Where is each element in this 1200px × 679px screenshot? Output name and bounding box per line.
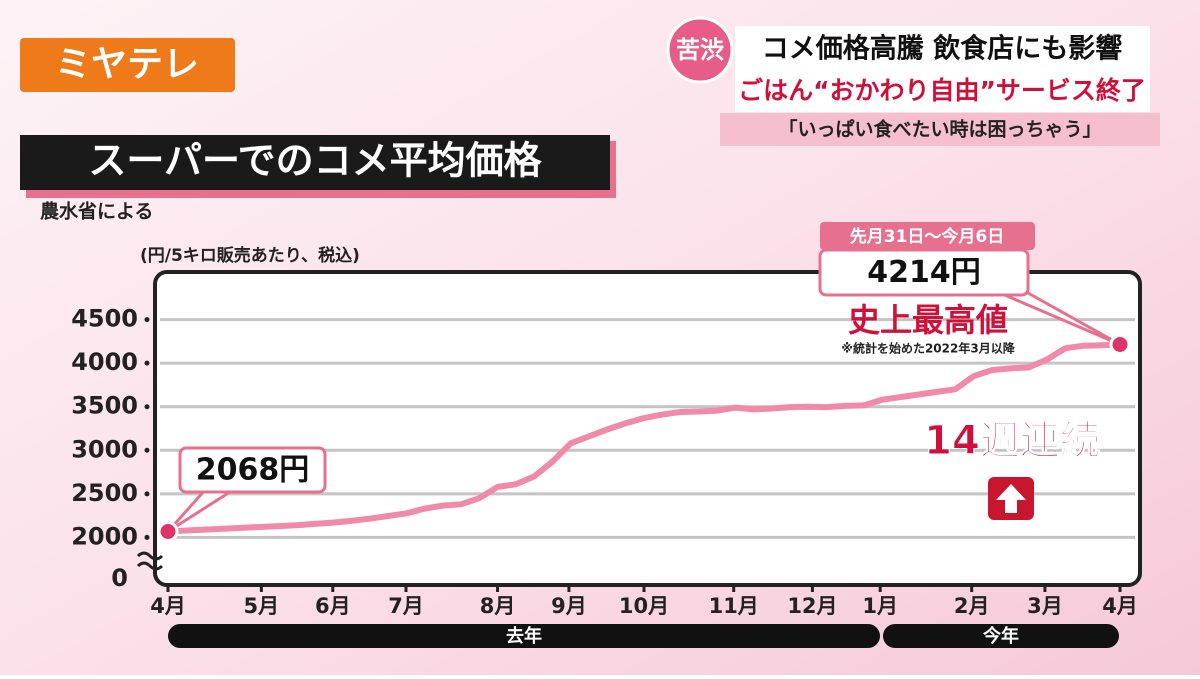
y-tick-dot xyxy=(144,404,150,410)
period-tab xyxy=(820,222,1035,250)
x-tick-label: 7月 xyxy=(388,594,424,618)
headline-box xyxy=(735,26,1150,72)
streak-label: 14週連続 xyxy=(924,418,1100,464)
chart-title: スーパーでのコメ平均価格 xyxy=(88,139,542,183)
plot-frame xyxy=(153,270,1142,587)
source: 農水省による xyxy=(40,201,153,223)
y-tick-dot xyxy=(144,317,150,323)
up-arrow xyxy=(996,484,1026,513)
y-tick-label: 4500 xyxy=(71,305,138,333)
y-tick-dot xyxy=(144,491,150,497)
subheadline-box xyxy=(735,72,1150,112)
end-point xyxy=(1109,333,1131,355)
logo-box xyxy=(20,38,235,92)
x-tick-label: 11月 xyxy=(709,594,759,618)
badge-circle xyxy=(666,16,734,84)
unit: (円/5キロ販売あたり、税込) xyxy=(140,245,360,266)
period-label: 去年 xyxy=(506,625,542,647)
x-tick-label: 12月 xyxy=(787,594,837,618)
x-tick-label: 8月 xyxy=(480,594,516,618)
x-tick-label: 4月 xyxy=(150,594,186,618)
y-tick-label: 2000 xyxy=(71,522,138,550)
end-point xyxy=(157,521,179,543)
x-tick-label: 10月 xyxy=(619,594,669,618)
y-tick-dot xyxy=(144,534,150,540)
value-label: 2068円 xyxy=(196,453,310,488)
x-tick-label: 5月 xyxy=(244,594,280,618)
y-tick-label: 2500 xyxy=(71,479,138,507)
quote: 「いっぱい食べたい時は困っちゃう」 xyxy=(778,118,1101,141)
x-tick-label: 9月 xyxy=(551,594,587,618)
headline: コメ価格高騰 飲食店にも影響 xyxy=(762,33,1122,65)
price-line xyxy=(167,341,1121,535)
y-tick-label: 3000 xyxy=(71,435,138,463)
badge: 苦渋 xyxy=(676,36,724,64)
y-tick-dot xyxy=(144,447,150,453)
x-tick-label: 6月 xyxy=(315,594,351,618)
logo: ミヤテレ xyxy=(55,44,199,85)
record-label: 史上最高値 xyxy=(848,301,1008,339)
record-note: ※統計を始めた2022年3月以降 xyxy=(841,341,1015,356)
period-bar xyxy=(883,624,1119,648)
period-label: 今年 xyxy=(983,625,1019,647)
y-tick-label: 4000 xyxy=(71,348,138,376)
y-origin-label: 0 xyxy=(111,564,128,592)
x-tick-label: 4月 xyxy=(1102,594,1138,618)
y-tick-dot xyxy=(144,360,150,366)
x-tick-label: 1月 xyxy=(862,594,898,618)
period-bar xyxy=(168,624,880,648)
callout-box xyxy=(178,446,327,494)
x-tick-label: 2月 xyxy=(954,594,990,618)
value-label: 4214円 xyxy=(867,255,981,290)
quote-box xyxy=(720,113,1160,146)
subheadline: ごはん“おかわり自由”サービス終了 xyxy=(738,76,1146,105)
end-period: 先月31日～今月6日 xyxy=(850,226,1005,247)
y-tick-label: 3500 xyxy=(71,392,138,420)
title-box xyxy=(20,135,610,190)
axis-break xyxy=(136,551,164,571)
x-tick-label: 3月 xyxy=(1027,594,1063,618)
